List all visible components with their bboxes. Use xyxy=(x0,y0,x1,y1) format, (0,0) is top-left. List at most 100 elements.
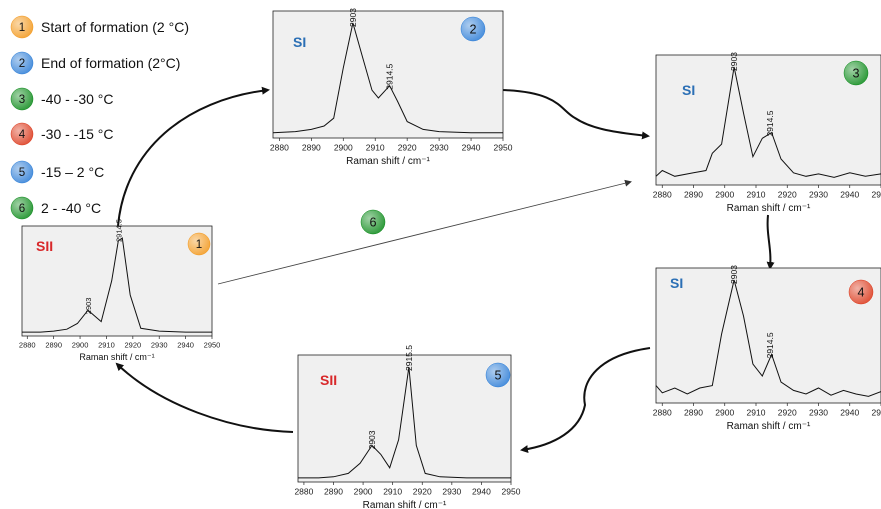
structure-label: SI xyxy=(670,275,683,291)
x-tick-label: 2930 xyxy=(151,341,168,350)
legend-badge-3-number: 3 xyxy=(19,94,25,106)
plot-area-5 xyxy=(297,354,512,483)
legend-label-3: -40 - -30 °C xyxy=(41,91,114,107)
legend-badge-1-number: 1 xyxy=(19,22,25,34)
x-axis-label: Raman shift / cm⁻¹ xyxy=(79,352,154,362)
panel-badge-2-circle xyxy=(460,16,486,42)
legend-badge-5: 5 xyxy=(10,160,34,184)
peak-label: 2903 xyxy=(367,430,377,449)
spectra-panels: 2880 2890 2900 2910 2920 2930 2940 2950 Raman sh… xyxy=(19,8,881,509)
panel-badge-1: 1 xyxy=(187,232,211,256)
x-tick-label: 2920 xyxy=(778,190,797,200)
spectrum-line-4 xyxy=(655,279,881,397)
peak-label: 2903 xyxy=(348,8,358,27)
x-tick-label: 2930 xyxy=(430,143,449,153)
cycle-arrows xyxy=(115,86,775,454)
arrow-badge-6: 6 xyxy=(360,209,386,235)
legend-label-4: -30 - -15 °C xyxy=(41,126,114,142)
x-tick-label: 2880 xyxy=(653,408,672,418)
panel-badge-3: 3 xyxy=(843,60,869,86)
x-tick-label: 2940 xyxy=(840,190,859,200)
legend-badge-6-number: 6 xyxy=(19,203,25,215)
x-tick-label: 2920 xyxy=(398,143,417,153)
x-tick-label: 2900 xyxy=(354,487,373,497)
legend-label-2: End of formation (2°C) xyxy=(41,55,180,71)
panel-badge-5-number: 5 xyxy=(494,369,501,383)
x-tick-label: 2930 xyxy=(442,487,461,497)
x-axis-label: Raman shift / cm⁻¹ xyxy=(363,500,447,509)
peak-label: 2903 xyxy=(84,298,93,315)
arrow-badge-6-number: 6 xyxy=(369,216,376,230)
panel-badge-3-number: 3 xyxy=(852,67,859,81)
structure-label: SI xyxy=(682,82,695,98)
legend-label-1: Start of formation (2 °C) xyxy=(41,19,189,35)
x-tick-label: 2890 xyxy=(684,190,703,200)
peak-label: 2903 xyxy=(729,52,739,71)
x-tick-label: 2880 xyxy=(294,487,313,497)
legend-label-5: -15 – 2 °C xyxy=(41,164,104,180)
x-tick-label: 2920 xyxy=(413,487,432,497)
structure-label: SII xyxy=(36,238,53,254)
x-tick-label: 2950 xyxy=(494,143,513,153)
x-tick-label: 2950 xyxy=(502,487,521,497)
panel-badge-2-number: 2 xyxy=(469,23,476,37)
x-tick-label: 2910 xyxy=(366,143,385,153)
spectrum-line-2 xyxy=(272,22,503,134)
x-tick-label: 2890 xyxy=(45,341,62,350)
spectrum-panel-2: 2880 2890 2900 2910 2920 2930 2940 2950 Raman sh… xyxy=(270,8,513,167)
x-tick-label: 2900 xyxy=(715,408,734,418)
arrow-4-to-5 xyxy=(520,347,651,454)
x-axis-label: Raman shift / cm⁻¹ xyxy=(727,203,811,214)
legend-badge-1: 1 xyxy=(10,15,34,39)
spectrum-panel-1: 2880 2890 2900 2910 2920 2930 2940 2950 Raman sh… xyxy=(19,219,220,362)
structure-label: SI xyxy=(293,34,306,50)
x-tick-label: 2940 xyxy=(462,143,481,153)
panel-badge-5-circle xyxy=(485,362,511,388)
panel-badge-4: 4 xyxy=(848,279,874,305)
x-tick-label: 2930 xyxy=(809,408,828,418)
x-tick-label: 2910 xyxy=(747,408,766,418)
legend-badge-6-circle xyxy=(10,196,34,220)
x-tick-label: 2910 xyxy=(383,487,402,497)
x-tick-label: 2950 xyxy=(204,341,221,350)
x-tick-label: 2940 xyxy=(472,487,491,497)
spectrum-panel-4: 2880 2890 2900 2910 2920 2930 2940 2950 Raman sh… xyxy=(653,265,881,432)
panel-badge-1-circle xyxy=(187,232,211,256)
legend-badge-5-number: 5 xyxy=(19,167,25,179)
x-tick-label: 2900 xyxy=(334,143,353,153)
panel-badge-4-number: 4 xyxy=(857,286,864,300)
plot-area-4 xyxy=(655,267,881,404)
x-tick-label: 2900 xyxy=(715,190,734,200)
x-tick-label: 2890 xyxy=(324,487,343,497)
x-tick-label: 2940 xyxy=(840,408,859,418)
x-tick-label: 2920 xyxy=(778,408,797,418)
x-tick-label: 2940 xyxy=(177,341,194,350)
x-tick-label: 2880 xyxy=(19,341,36,350)
arrow-3-to-4 xyxy=(766,214,775,270)
peak-label: 2914.5 xyxy=(114,219,123,242)
peak-label: 2915.5 xyxy=(404,345,414,371)
legend-badge-4-number: 4 xyxy=(19,129,26,141)
x-tick-label: 2900 xyxy=(72,341,89,350)
legend-badge-2: 2 xyxy=(10,51,34,75)
spectrum-panel-3: 2880 2890 2900 2910 2920 2930 2940 2950 Raman sh… xyxy=(653,52,881,214)
cooling-step-badge: 6 xyxy=(360,209,386,235)
arrow-badge-6-circle xyxy=(360,209,386,235)
x-tick-label: 2930 xyxy=(809,190,828,200)
spectrum-line-3 xyxy=(655,66,881,178)
peak-label: 2914.5 xyxy=(765,332,775,358)
legend-badge-6: 6 xyxy=(10,196,34,220)
x-axis-label: Raman shift / cm⁻¹ xyxy=(727,421,811,432)
x-tick-label: 2880 xyxy=(270,143,289,153)
arrow-1-to-2 xyxy=(117,86,270,227)
panel-badge-2: 2 xyxy=(460,16,486,42)
plot-area-1 xyxy=(21,225,213,337)
x-tick-label: 2910 xyxy=(98,341,115,350)
arrow-2-to-3 xyxy=(501,89,650,140)
peak-label: 2914.5 xyxy=(385,63,395,89)
legend-badge-3-circle xyxy=(10,87,34,111)
arrow-5-to-1 xyxy=(115,362,294,433)
legend-badge-2-number: 2 xyxy=(19,58,25,70)
legend-badge-5-circle xyxy=(10,160,34,184)
